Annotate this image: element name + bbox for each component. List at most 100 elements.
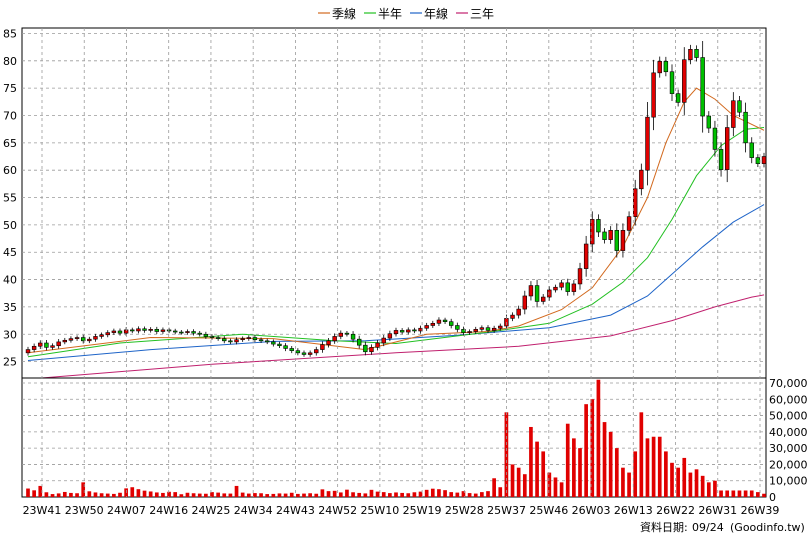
candlestick: [712, 120, 718, 157]
volume-bar: [363, 493, 368, 497]
candle-body: [356, 338, 362, 346]
volume-bar: [136, 489, 141, 497]
candle-body: [522, 295, 528, 310]
volume-bar: [700, 475, 705, 497]
candlestick: [528, 281, 534, 301]
volume-bar: [81, 482, 86, 497]
volume-bar: [56, 493, 61, 497]
volume-bar: [602, 422, 607, 497]
volume-bar: [179, 494, 184, 497]
volume-bar: [547, 472, 552, 497]
volume-bar: [394, 492, 398, 497]
candle-body: [663, 61, 669, 73]
x-tick-label: 25W28: [445, 504, 484, 517]
candlestick: [307, 350, 313, 357]
candlestick: [510, 312, 515, 322]
candlestick: [295, 348, 301, 356]
candlestick: [577, 262, 583, 290]
candle-body: [399, 330, 405, 333]
x-tick-label: 26W39: [741, 504, 780, 517]
candle-body: [222, 338, 227, 342]
volume-panel: 0 10,000 20,000 30,000 40,000 50,000 60,000 70,…: [21, 377, 808, 504]
candlestick: [718, 142, 724, 177]
candle-body: [246, 337, 252, 339]
candlestick: [424, 322, 429, 331]
volume-bar: [749, 490, 754, 497]
volume-bar: [326, 491, 331, 497]
candlestick: [479, 325, 485, 332]
x-axis: 23W41 23W50 24W07 24W16 24W25 24W34 24W43 24W52…: [23, 28, 780, 517]
candlestick: [209, 334, 215, 340]
candlestick: [700, 40, 705, 133]
candle-body: [436, 319, 442, 324]
volume-bar: [283, 493, 288, 497]
volume-tick-label: 10,000: [769, 475, 808, 488]
candlestick: [626, 211, 632, 236]
volume-tick-label: 60,000: [769, 393, 808, 406]
candlestick: [596, 214, 601, 238]
volume-bar: [148, 491, 153, 497]
candlestick: [743, 102, 748, 153]
candle-body: [209, 336, 215, 338]
volume-bar: [584, 404, 588, 497]
candlestick: [682, 47, 687, 115]
candle-body: [25, 349, 31, 354]
volume-bar: [480, 492, 484, 497]
candle-body: [80, 337, 86, 342]
candle-body: [571, 283, 577, 292]
candle-body: [197, 332, 202, 335]
price-tick-label: 45: [3, 246, 17, 259]
candle-body: [295, 350, 301, 354]
candle-body: [461, 329, 466, 333]
x-tick-label: 25W46: [529, 504, 568, 517]
candle-body: [271, 341, 276, 345]
candlestick: [571, 280, 577, 296]
candlestick: [332, 333, 337, 344]
volume-bar: [112, 493, 116, 497]
candle-body: [620, 230, 626, 251]
candlestick: [657, 56, 662, 78]
candle-body: [68, 338, 74, 341]
candle-body: [74, 337, 80, 339]
candle-body: [473, 329, 478, 332]
volume-bar: [388, 493, 392, 497]
candle-body: [498, 325, 503, 329]
volume-bar: [424, 489, 429, 497]
x-tick-label: 25W10: [360, 504, 399, 517]
volume-bar: [50, 494, 55, 497]
candlestick: [130, 327, 135, 334]
x-tick-label: 24W34: [234, 504, 273, 517]
legend-item: 年線: [410, 6, 448, 21]
candlestick: [473, 326, 478, 334]
candle-body: [50, 345, 55, 348]
candlestick: [547, 286, 552, 301]
volume-bar: [351, 492, 355, 497]
candle-body: [387, 333, 393, 339]
candlestick: [246, 335, 252, 341]
volume-bar: [430, 488, 435, 497]
x-tick-label: 23W41: [23, 504, 62, 517]
volume-bar: [99, 493, 104, 497]
candle-body: [264, 340, 270, 343]
candle-body: [553, 286, 558, 291]
candle-body: [424, 325, 429, 329]
price-tick-label: 35: [3, 301, 17, 314]
candlestick: [590, 211, 595, 253]
candle-body: [154, 329, 160, 332]
candle-body: [136, 328, 141, 332]
volume-bar: [627, 472, 631, 497]
candlestick: [234, 337, 239, 345]
candlestick: [344, 330, 350, 337]
footer-source: (Goodinfo.tw): [730, 521, 805, 534]
volume-tick-label: 0: [769, 491, 776, 504]
volume-bar: [725, 490, 730, 497]
candle-body: [614, 230, 620, 251]
volume-bar: [191, 493, 196, 497]
candlestick: [375, 339, 380, 351]
candlestick: [172, 328, 178, 335]
x-tick-label: 23W50: [65, 504, 104, 517]
volume-bar: [664, 451, 668, 497]
candlestick: [320, 341, 325, 353]
price-tick-label: 75: [3, 82, 17, 95]
volume-bar: [173, 492, 178, 497]
